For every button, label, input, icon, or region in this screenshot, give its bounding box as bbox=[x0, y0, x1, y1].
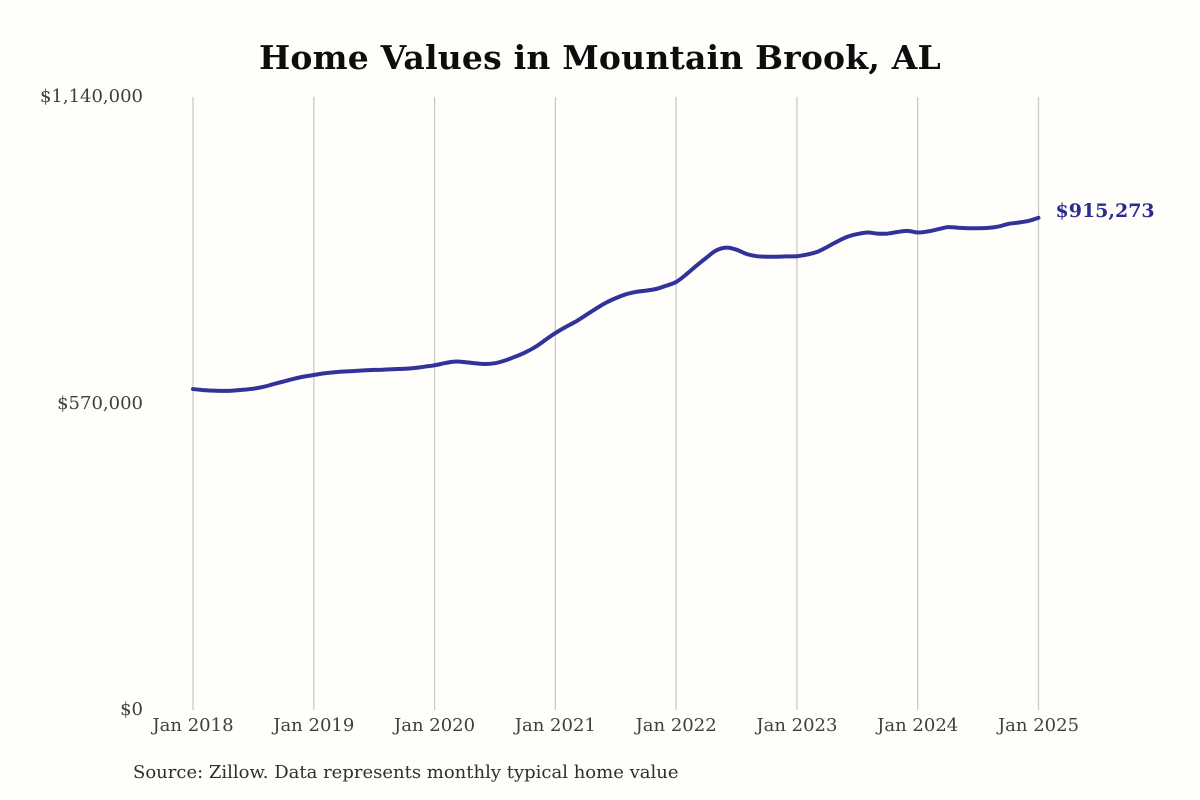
chart-title: Home Values in Mountain Brook, AL bbox=[259, 38, 941, 77]
home-value-line bbox=[191, 215, 1041, 393]
x-axis-label: Jan 2025 bbox=[997, 715, 1080, 736]
x-axis-label: Jan 2021 bbox=[514, 715, 596, 736]
x-axis-label: Jan 2020 bbox=[394, 715, 476, 736]
x-axis-label: Jan 2023 bbox=[756, 715, 838, 736]
y-axis-label: $570,000 bbox=[57, 392, 143, 414]
x-axis-label: Jan 2022 bbox=[635, 715, 717, 736]
x-axis-label: Jan 2018 bbox=[152, 715, 234, 736]
x-axis-label: Jan 2019 bbox=[273, 715, 355, 736]
y-axis-label: $0 bbox=[120, 699, 143, 720]
gridlines bbox=[192, 97, 1040, 710]
y-axis-label: $1,140,000 bbox=[39, 86, 143, 107]
final-value-label: $915,273 bbox=[1055, 199, 1155, 222]
x-axis-label: Jan 2024 bbox=[877, 715, 959, 736]
source-note: Source: Zillow. Data represents monthly … bbox=[133, 762, 679, 783]
